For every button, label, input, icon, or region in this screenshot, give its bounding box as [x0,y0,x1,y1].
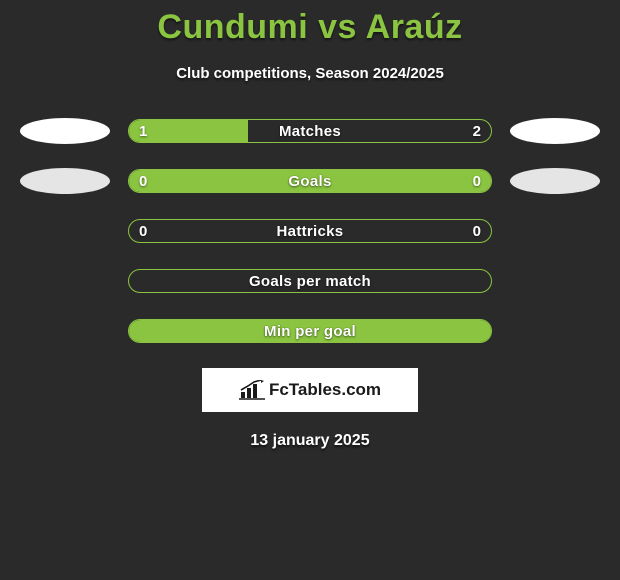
subtitle: Club competitions, Season 2024/2025 [0,65,620,82]
stat-row: Min per goal [20,318,600,344]
stat-row: 0 Hattricks 0 [20,218,600,244]
left-avatar [20,118,110,144]
page-title: Cundumi vs Araúz [0,0,620,47]
left-avatar [20,318,110,344]
stat-bar-matches: 1 Matches 2 [128,119,492,143]
stat-label: Goals per match [129,270,491,292]
stat-row: 0 Goals 0 [20,168,600,194]
right-avatar [510,318,600,344]
stat-label: Matches [129,120,491,142]
left-avatar [20,268,110,294]
stat-bar-goals: 0 Goals 0 [128,169,492,193]
right-avatar [510,268,600,294]
right-avatar [510,168,600,194]
brand-text: FcTables.com [269,380,381,400]
stat-label: Hattricks [129,220,491,242]
right-avatar [510,218,600,244]
stat-row: 1 Matches 2 [20,118,600,144]
right-value: 2 [473,120,481,142]
right-value: 0 [473,170,481,192]
left-avatar [20,168,110,194]
right-value: 0 [473,220,481,242]
stat-bar-hattricks: 0 Hattricks 0 [128,219,492,243]
date-label: 13 january 2025 [0,432,620,450]
stat-bar-goals-per-match: Goals per match [128,269,492,293]
right-avatar [510,118,600,144]
stat-label: Goals [129,170,491,192]
comparison-chart: 1 Matches 2 0 Goals 0 0 Hattricks 0 G [0,118,620,344]
stat-bar-min-per-goal: Min per goal [128,319,492,343]
stat-row: Goals per match [20,268,600,294]
stat-label: Min per goal [129,320,491,342]
left-avatar [20,218,110,244]
brand-badge[interactable]: FcTables.com [202,368,418,412]
barchart-icon [239,380,265,400]
